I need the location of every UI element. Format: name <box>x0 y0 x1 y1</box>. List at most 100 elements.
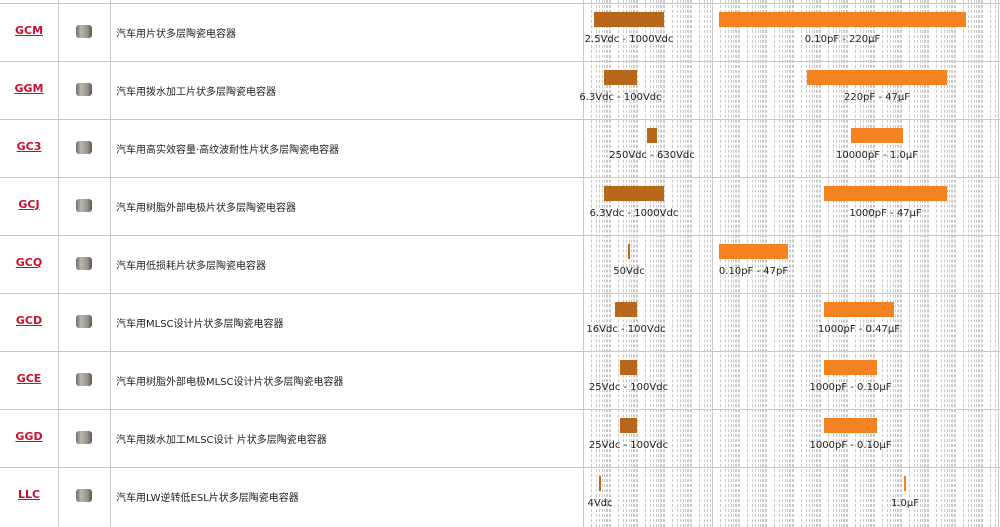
product-link[interactable]: GCQ <box>15 256 43 269</box>
grid-line <box>595 0 597 527</box>
grid-line <box>736 0 738 527</box>
grid-line <box>818 0 820 527</box>
grid-line <box>604 0 605 527</box>
grid-line <box>944 0 946 527</box>
grid-line <box>855 0 857 527</box>
product-link[interactable]: GCD <box>15 314 43 327</box>
grid-line <box>977 0 979 527</box>
grid-line <box>685 0 686 527</box>
grid-line <box>733 0 734 527</box>
grid-line <box>845 0 847 527</box>
grid-line <box>865 0 867 527</box>
table-row: LLC 汽车用LW逆转低ESL片状多层陶瓷电容器 4Vdc 1.0μF <box>0 467 1000 525</box>
voltage-bar <box>594 12 664 27</box>
grid-line <box>890 0 892 527</box>
product-link[interactable]: GCJ <box>18 198 40 211</box>
grid-line <box>936 0 938 527</box>
grid-line <box>689 0 691 527</box>
product-image <box>76 199 92 212</box>
capacitance-label: 0.10pF - 220μF <box>804 34 881 45</box>
voltage-bar <box>604 186 664 201</box>
capacitance-bar <box>807 70 947 85</box>
grid-line <box>709 0 711 527</box>
grid-line <box>979 0 981 527</box>
grid-line <box>728 0 730 527</box>
grid-line <box>925 0 927 527</box>
grid-line <box>980 0 982 527</box>
grid-line <box>820 0 821 527</box>
capacitance-bar <box>824 360 877 375</box>
grid-line <box>859 0 861 527</box>
product-image <box>76 25 92 38</box>
product-link[interactable]: GCE <box>16 372 42 385</box>
product-name: 汽车用拨水加工片状多层陶瓷电容器 <box>116 87 276 98</box>
grid-line <box>659 0 661 527</box>
grid-line <box>634 0 636 527</box>
grid-line <box>699 0 701 527</box>
product-image <box>76 315 92 328</box>
column-line <box>58 0 59 527</box>
table-row: GCM 汽车用片状多层陶瓷电容器 2.5Vdc - 1000Vdc 0.10pF - … <box>0 3 1000 61</box>
grid-line <box>591 0 593 527</box>
column-line <box>583 0 584 527</box>
voltage-bar <box>620 418 637 433</box>
column-line <box>110 0 111 527</box>
grid-line <box>994 0 996 527</box>
product-link[interactable]: GC3 <box>16 140 42 153</box>
capacitance-bar <box>824 418 877 433</box>
grid-line <box>847 0 848 527</box>
capacitance-bar <box>824 302 894 317</box>
grid-line <box>645 0 647 527</box>
product-link[interactable]: LLC <box>17 488 41 501</box>
grid-line <box>926 0 928 527</box>
grid-line <box>649 0 651 527</box>
table: GCM 汽车用片状多层陶瓷电容器 2.5Vdc - 1000Vdc 0.10pF - … <box>0 3 1000 527</box>
voltage-bar <box>620 360 637 375</box>
grid-line <box>618 0 620 527</box>
voltage-label: 50Vdc <box>613 266 645 277</box>
product-name: 汽车用拨水加工MLSC设计 片状多层陶瓷电容器 <box>116 435 327 446</box>
grid-line <box>955 0 956 527</box>
grid-line <box>901 0 902 527</box>
grid-line <box>680 0 682 527</box>
grid-line <box>953 0 955 527</box>
voltage-label: 4Vdc <box>587 498 613 509</box>
grid-line <box>676 0 678 527</box>
grid-line <box>898 0 900 527</box>
grid-line <box>815 0 817 527</box>
capacitance-label: 220pF - 47μF <box>844 92 910 103</box>
grid-line <box>990 0 992 527</box>
grid-line <box>658 0 659 527</box>
product-link[interactable]: GCM <box>14 24 44 37</box>
column-line <box>712 0 713 527</box>
grid-line <box>791 0 793 527</box>
grid-line <box>622 0 624 527</box>
product-name: 汽车用树脂外部电极MLSC设计片状多层陶瓷电容器 <box>116 377 344 388</box>
product-image <box>76 141 92 154</box>
grid-line <box>892 0 894 527</box>
capacitance-label: 1000pF - 0.10μF <box>809 382 892 393</box>
grid-line <box>688 0 690 527</box>
product-link[interactable]: GGM <box>14 82 44 95</box>
grid-line <box>610 0 611 527</box>
grid-line <box>774 0 776 527</box>
product-link[interactable]: GGD <box>15 430 43 443</box>
product-name: 汽车用MLSC设计片状多层陶瓷电容器 <box>116 319 284 330</box>
grid-line <box>801 0 803 527</box>
grid-line <box>872 0 874 527</box>
grid-line <box>982 0 983 527</box>
grid-line <box>868 0 869 527</box>
grid-line <box>817 0 819 527</box>
grid-line <box>720 0 722 527</box>
grid-line <box>863 0 865 527</box>
voltage-label: 6.3Vdc - 100Vdc <box>579 92 662 103</box>
product-name: 汽车用低损耗片状多层陶瓷电容器 <box>116 261 266 272</box>
grid-line <box>730 0 732 527</box>
grid-line <box>751 0 753 527</box>
voltage-label: 25Vdc - 100Vdc <box>588 382 669 393</box>
grid-line <box>761 0 763 527</box>
grid-line <box>788 0 790 527</box>
table-row: GCJ 汽车用树脂外部电极片状多层陶瓷电容器 6.3Vdc - 1000Vdc 100… <box>0 177 1000 235</box>
product-image <box>76 373 92 386</box>
grid-line <box>672 0 674 527</box>
